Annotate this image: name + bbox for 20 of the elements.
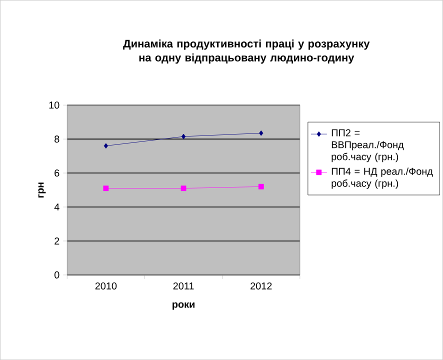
y-tick-label: 4: [54, 204, 60, 210]
legend-label: ПП2 = ВВПреал./Фонд роб.часу (грн.): [332, 129, 404, 162]
legend-label: ПП4 = НД реал./Фонд роб.часу (грн.): [332, 168, 433, 189]
y-axis-title: грн: [38, 182, 46, 198]
point: [103, 186, 109, 191]
y-tick-label: 6: [54, 169, 60, 177]
x-tick-label: 2011: [173, 282, 194, 290]
chart-title: Динаміка продуктивності праці у розрахунку на одну відпрацьовану людино-годину: [123, 39, 370, 64]
y-tick-label: 8: [54, 136, 60, 143]
point: [258, 184, 264, 190]
y-tick-label: 10: [49, 102, 60, 109]
x-axis-title: роки: [172, 302, 194, 310]
x-tick-label: 2012: [250, 282, 272, 290]
point: [181, 134, 186, 140]
x-tick-label: 2010: [95, 282, 117, 290]
y-tick-label: 0: [54, 271, 60, 278]
point: [259, 130, 264, 136]
y-tick-label: 2: [54, 237, 60, 244]
point: [104, 143, 108, 149]
point: [180, 186, 186, 191]
